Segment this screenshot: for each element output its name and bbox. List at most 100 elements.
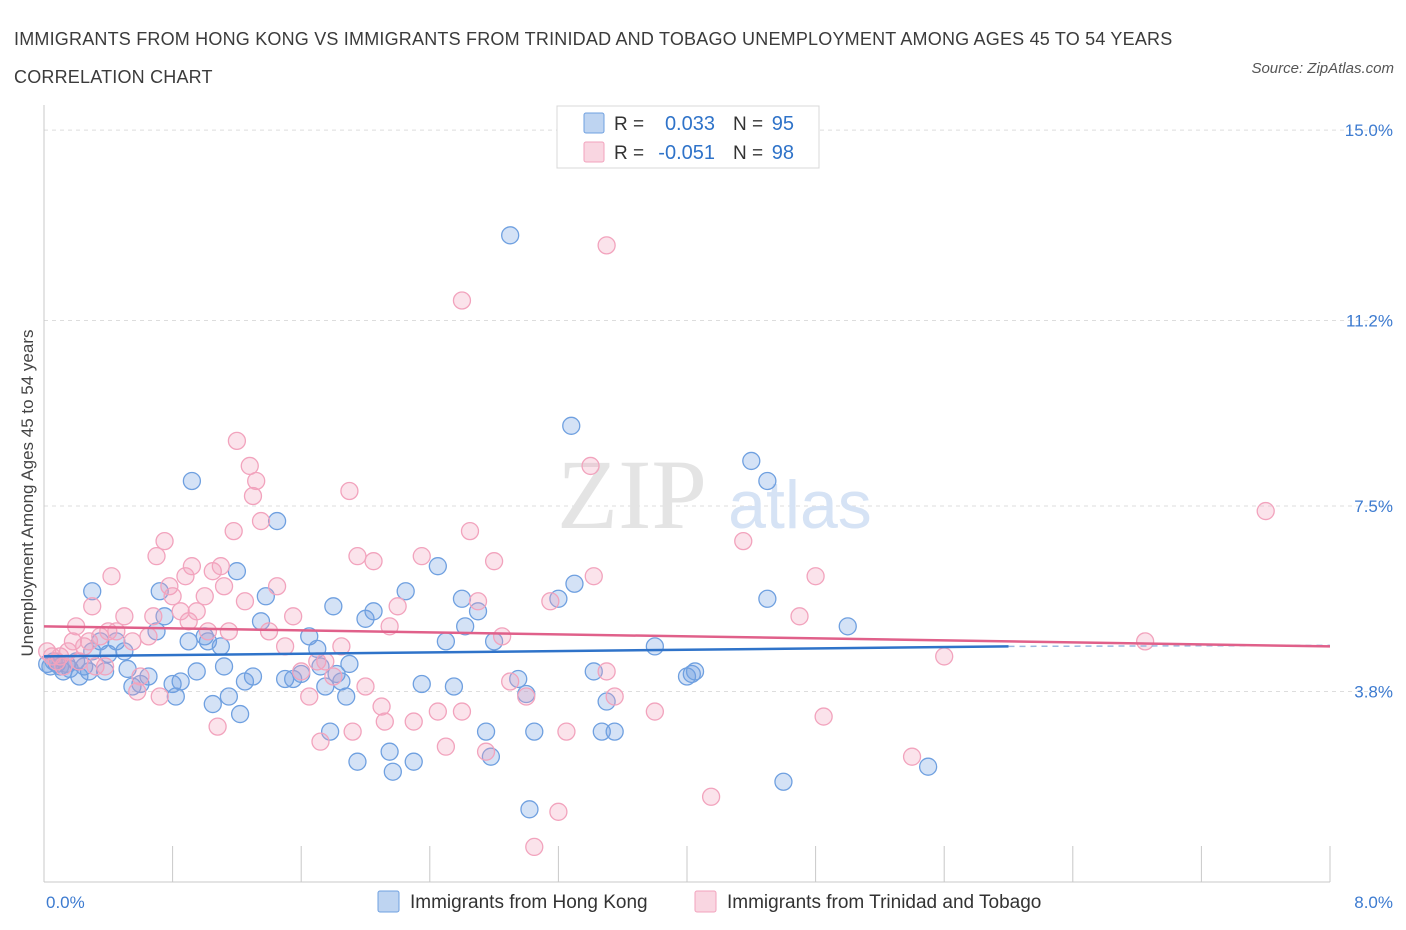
trinidad-point — [311, 732, 330, 751]
trinidad-point — [584, 567, 603, 586]
stats-n-label: N = — [733, 143, 763, 164]
hong-kong-point — [592, 722, 611, 741]
trinidad-point — [935, 647, 954, 666]
trinidad-point — [597, 662, 616, 681]
trinidad-point — [902, 747, 922, 766]
trinidad-point — [83, 597, 102, 616]
hong-kong-point — [501, 226, 520, 245]
hong-kong-point — [396, 582, 415, 601]
trinidad-point — [541, 592, 560, 611]
hong-kong-point — [95, 662, 115, 681]
legend-swatch — [377, 890, 400, 913]
trinidad-point — [214, 577, 234, 596]
trinidad-point — [790, 607, 809, 626]
hong-kong-point — [203, 694, 222, 714]
hong-kong-point — [742, 451, 761, 471]
trinidad-point — [460, 521, 480, 541]
source-note: Source: ZipAtlas.com — [1251, 60, 1394, 77]
trinidad-point — [428, 702, 447, 721]
chart-title: IMMIGRANTS FROM HONG KONG VS IMMIGRANTS … — [14, 29, 1173, 87]
hong-kong-point — [214, 657, 234, 676]
trinidad-point — [95, 657, 115, 676]
trinidad-point — [734, 531, 753, 551]
stats-swatch — [583, 112, 605, 134]
trinidad-point — [348, 547, 367, 566]
x-tick-label: 0.0% — [46, 893, 85, 912]
trinidad-point — [240, 456, 259, 476]
hong-kong-point — [562, 416, 581, 435]
hong-kong-point — [267, 511, 287, 531]
y-tick-label: 15.0% — [1345, 121, 1393, 140]
watermark-zip: ZIP — [557, 439, 707, 550]
hong-kong-point — [758, 589, 777, 608]
trinidad-point — [356, 677, 375, 696]
trinidad-point — [187, 602, 206, 621]
stats-n-label: N = — [733, 114, 763, 135]
trinidad-point — [195, 587, 214, 606]
trinidad-point — [160, 577, 179, 596]
watermark: ZIP atlas — [557, 439, 872, 550]
trinidad-point — [182, 557, 202, 576]
hong-kong-point — [187, 662, 206, 681]
trinidad-point — [235, 592, 255, 611]
hong-kong-point — [70, 667, 89, 686]
trinidad-point — [102, 567, 121, 586]
trinidad-point — [340, 481, 359, 501]
trinidad-point — [275, 637, 295, 656]
trinidad-point — [806, 567, 825, 586]
trinidad-point — [484, 552, 504, 571]
hong-kong-point — [337, 687, 356, 706]
stats-box-frame — [556, 105, 820, 169]
legend: Immigrants from Hong Kong Immigrants from… — [377, 890, 1041, 913]
hong-kong-point — [525, 722, 544, 741]
stats-n-value: 95 — [772, 113, 794, 135]
trinidad-point — [388, 597, 407, 616]
watermark-atlas: atlas — [728, 467, 872, 543]
trinidad-point — [208, 717, 227, 736]
hong-kong-point — [219, 687, 239, 706]
trinidad-point — [436, 737, 456, 756]
trinidad-point — [701, 787, 721, 806]
trinidad-point — [147, 547, 166, 566]
trinidad-point — [139, 627, 158, 646]
hong-kong-point — [364, 602, 383, 621]
trinidad-point — [219, 622, 239, 641]
hong-kong-point — [645, 637, 664, 656]
trinidad-point — [107, 622, 126, 641]
trinidad-point — [549, 802, 568, 821]
hong-kong-trend-line — [43, 645, 1009, 658]
trinidad-point — [452, 702, 472, 721]
trinidad-point — [324, 667, 343, 686]
trinidad-point — [372, 697, 391, 716]
trinidad-point — [144, 607, 163, 626]
hong-kong-point — [456, 617, 475, 636]
trinidad-point — [645, 702, 664, 721]
hong-kong-point — [436, 632, 456, 651]
hong-kong-point — [348, 752, 367, 771]
hong-kong-point — [404, 752, 423, 771]
trinidad-point — [525, 837, 544, 857]
hong-kong-point — [243, 667, 263, 686]
trinidad-point — [343, 722, 362, 741]
trinidad-point — [227, 431, 247, 451]
trinidad-point — [131, 667, 150, 686]
hong-kong-point — [838, 617, 857, 636]
stats-n-value: 98 — [772, 142, 794, 164]
hong-kong-point — [383, 762, 402, 781]
hong-kong-point — [428, 557, 447, 576]
trinidad-point — [284, 607, 303, 626]
trinidad-point — [316, 652, 335, 671]
hong-kong-point — [918, 757, 938, 776]
legend-label: Immigrants from Hong Kong — [410, 892, 648, 913]
hong-kong-point — [774, 772, 793, 791]
y-tick-label: 3.8% — [1354, 683, 1393, 702]
hong-kong-point — [83, 582, 102, 601]
hong-kong-point — [565, 574, 584, 593]
trinidad-point — [814, 707, 833, 726]
trend-lines — [43, 625, 1331, 658]
trinidad-point — [63, 632, 83, 651]
trinidad-point — [476, 742, 496, 761]
trinidad-point — [468, 592, 488, 611]
y-tick-label: 11.2% — [1346, 312, 1393, 331]
